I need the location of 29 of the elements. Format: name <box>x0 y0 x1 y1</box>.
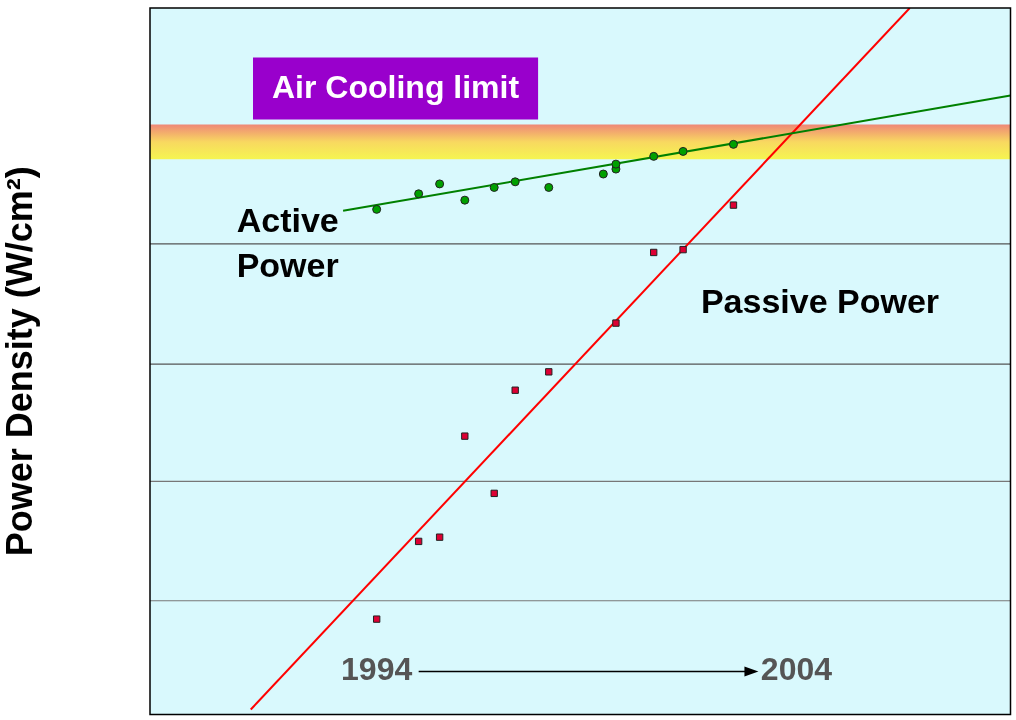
series-label: Passive Power <box>700 282 940 321</box>
point <box>435 533 444 541</box>
point <box>372 204 382 214</box>
point <box>414 537 423 546</box>
point <box>489 182 499 192</box>
point <box>435 179 445 189</box>
point <box>490 489 498 498</box>
point <box>461 432 469 440</box>
point <box>545 368 553 376</box>
point <box>511 386 519 394</box>
point <box>729 201 738 209</box>
point <box>510 177 520 187</box>
point <box>460 195 470 205</box>
point <box>612 319 620 327</box>
point <box>544 182 554 192</box>
point <box>679 245 687 254</box>
point <box>728 139 738 149</box>
point <box>678 146 688 156</box>
band-label: Air Cooling limit <box>272 69 520 106</box>
point <box>598 169 608 179</box>
point <box>611 159 621 169</box>
point <box>649 151 659 161</box>
point <box>650 248 658 257</box>
series-label: Active Power <box>236 200 339 284</box>
x-tick-label: 1994 <box>341 651 413 688</box>
point <box>414 189 424 199</box>
point <box>372 615 381 623</box>
x-tick-label: 2004 <box>760 651 833 688</box>
y-axis-title: Power Density (W/cm²) <box>0 166 40 557</box>
